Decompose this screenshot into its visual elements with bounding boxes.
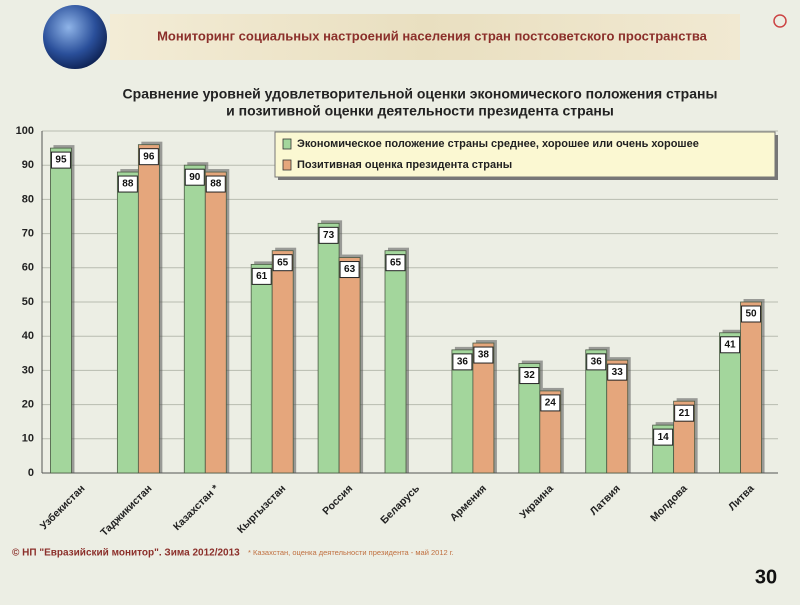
data-label-box: [138, 148, 159, 166]
chart-title: и позитивной оценки деятельности президе…: [226, 103, 614, 119]
x-tick-label: Латвия: [588, 483, 623, 518]
data-label: 50: [745, 309, 757, 320]
x-tick-label: Молдова: [648, 482, 690, 524]
bar: [740, 301, 762, 474]
data-label: 88: [210, 179, 222, 190]
bar: [137, 144, 160, 474]
data-label: 90: [189, 172, 201, 183]
data-label-box: [452, 353, 473, 371]
data-label-box: [117, 175, 138, 193]
data-label: 32: [524, 370, 536, 381]
data-label-box: [519, 367, 540, 385]
x-tick-label: Армения: [448, 483, 489, 524]
bar: [338, 257, 361, 474]
data-label-box: [184, 168, 205, 186]
y-tick-label: 30: [22, 364, 34, 376]
bar: [317, 222, 340, 474]
data-label-box: [540, 394, 561, 412]
data-label: 24: [545, 398, 557, 409]
data-label-box: [318, 226, 339, 244]
bar: [183, 164, 206, 474]
data-label: 36: [457, 357, 469, 368]
data-label: 14: [658, 432, 670, 443]
data-label: 96: [143, 151, 155, 162]
data-label: 65: [277, 257, 289, 268]
data-label-box: [205, 175, 226, 193]
data-label-box: [741, 305, 762, 323]
header-band: [110, 14, 740, 60]
legend-label: Позитивная оценка президента страны: [297, 159, 512, 171]
data-label: 88: [122, 179, 134, 190]
legend-swatch: [282, 159, 292, 171]
data-label: 41: [724, 339, 736, 350]
data-label: 38: [478, 350, 490, 361]
globe-icon: [43, 5, 107, 69]
y-tick-label: 40: [22, 330, 34, 342]
y-tick-label: 70: [22, 228, 34, 240]
slide-icon: [773, 14, 787, 28]
data-label-box: [586, 353, 607, 371]
bar: [250, 263, 273, 474]
bar: [539, 390, 562, 474]
x-tick-label: Украина: [518, 482, 556, 520]
x-tick-label: Беларусь: [378, 482, 422, 526]
legend: [274, 131, 776, 178]
data-label-box: [473, 346, 494, 364]
data-label-box: [50, 151, 71, 169]
y-tick-label: 10: [22, 433, 34, 445]
data-label: 33: [612, 367, 624, 378]
x-tick-label: Кыргызстан: [235, 483, 288, 536]
page-number: 30: [755, 566, 777, 588]
y-tick-label: 20: [22, 399, 34, 411]
y-tick-label: 0: [28, 467, 34, 479]
y-tick-label: 80: [22, 193, 34, 205]
footnote: * Казахстан, оценка деятельности президе…: [248, 548, 454, 557]
bar: [719, 332, 741, 474]
x-tick-label: Россия: [320, 483, 355, 518]
bar: [384, 250, 407, 474]
data-label-box: [674, 404, 695, 422]
bar: [472, 342, 495, 474]
x-tick-label: Узбекистан: [38, 483, 88, 533]
data-label: 95: [55, 155, 67, 166]
y-tick-label: 60: [22, 262, 34, 274]
data-label-box: [339, 261, 360, 279]
y-tick-label: 50: [22, 296, 34, 308]
x-tick-label: Казахстан *: [171, 482, 222, 533]
header-title: Мониторинг социальных настроений населен…: [157, 28, 708, 43]
x-tick-label: Литва: [726, 482, 757, 513]
y-tick-label: 90: [22, 159, 34, 171]
legend-label: Экономическое положение страны среднее, …: [297, 138, 699, 150]
x-tick-label: Таджикистан: [98, 483, 154, 539]
data-label: 63: [344, 264, 356, 275]
data-label-box: [720, 336, 741, 354]
data-label: 61: [256, 271, 268, 282]
data-label-box: [653, 428, 674, 446]
chart-title: Сравнение уровней удовлетворительной оце…: [123, 86, 718, 102]
bar: [204, 171, 227, 474]
data-label-box: [272, 254, 293, 272]
data-label-box: [607, 363, 628, 381]
bar: [271, 250, 294, 474]
bar: [606, 359, 629, 474]
data-label: 36: [591, 357, 603, 368]
y-tick-label: 100: [16, 125, 34, 137]
bar: [50, 147, 72, 474]
data-label-box: [385, 254, 406, 272]
data-label: 73: [323, 230, 335, 241]
bar: [116, 171, 139, 474]
data-label: 21: [679, 408, 691, 419]
data-label-box: [251, 267, 272, 285]
legend-swatch: [282, 138, 292, 150]
copyright: © НП "Евразийский монитор". Зима 2012/20…: [12, 548, 240, 559]
data-label: 65: [390, 257, 402, 268]
